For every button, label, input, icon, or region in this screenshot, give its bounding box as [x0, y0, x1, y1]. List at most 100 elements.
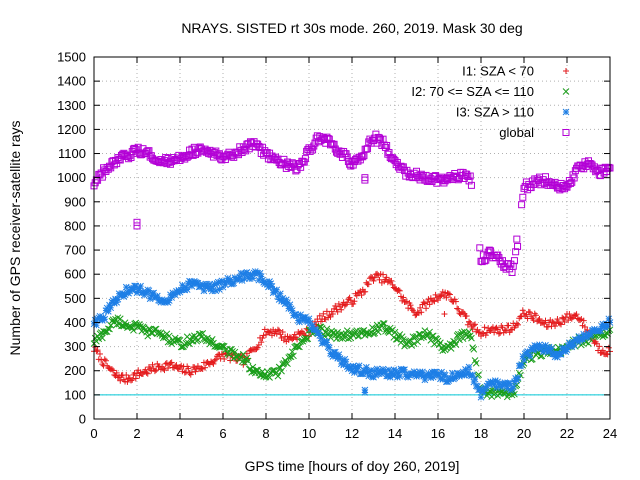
- data-point: [395, 287, 402, 294]
- marker-stroke: [109, 316, 117, 324]
- data-point: [180, 153, 188, 161]
- data-point: [106, 162, 114, 170]
- data-point: [350, 300, 357, 307]
- data-point: [365, 281, 372, 288]
- data-point: [475, 329, 482, 336]
- marker-stroke: [194, 336, 202, 344]
- data-point: [258, 339, 265, 346]
- data-point: [212, 287, 220, 295]
- marker-stroke: [475, 371, 482, 378]
- data-point: [563, 346, 571, 354]
- data-point: [501, 326, 508, 333]
- data-point: [368, 273, 375, 280]
- marker-stroke: [126, 322, 134, 330]
- data-point: [294, 343, 302, 351]
- data-point: [368, 324, 376, 331]
- marker-stroke: [119, 150, 127, 158]
- data-point: [278, 367, 285, 375]
- data-point: [435, 297, 441, 304]
- data-point: [259, 335, 266, 342]
- marker-stroke: [379, 320, 387, 327]
- data-point: [249, 363, 257, 371]
- data-point: [463, 313, 470, 320]
- data-point: [128, 377, 135, 384]
- marker-stroke: [182, 151, 190, 159]
- data-point: [468, 334, 475, 342]
- marker-stroke: [150, 289, 158, 297]
- data-point: [418, 309, 425, 316]
- data-point: [347, 297, 354, 304]
- marker-stroke: [471, 375, 479, 383]
- data-point: [98, 356, 105, 363]
- data-point: [221, 355, 228, 362]
- marker-stroke: [466, 332, 474, 339]
- data-point: [115, 155, 123, 163]
- marker-stroke: [104, 325, 112, 333]
- marker-stroke: [585, 340, 592, 347]
- marker-stroke: [115, 320, 123, 328]
- data-point: [443, 294, 450, 301]
- marker-stroke: [137, 282, 144, 290]
- marker-stroke: [452, 341, 460, 348]
- data-point: [102, 357, 109, 364]
- marker-stroke: [278, 367, 285, 375]
- data-point: [268, 367, 276, 375]
- data-point: [475, 371, 482, 378]
- marker-stroke: [315, 329, 322, 337]
- marker-stroke: [106, 162, 114, 170]
- marker-stroke: [249, 275, 257, 282]
- data-point: [245, 365, 253, 373]
- data-point: [335, 300, 342, 307]
- marker-stroke: [196, 143, 204, 151]
- marker-stroke: [456, 336, 463, 344]
- data-point: [263, 331, 269, 338]
- marker-stroke: [465, 363, 473, 371]
- data-point: [99, 361, 106, 368]
- marker-stroke: [186, 340, 193, 348]
- data-point: [198, 365, 205, 372]
- data-point: [182, 369, 189, 376]
- marker-stroke: [275, 296, 283, 303]
- marker-stroke: [368, 324, 376, 331]
- data-point: [532, 312, 539, 319]
- marker-stroke: [605, 315, 613, 323]
- data-point: [452, 341, 460, 348]
- data-point: [383, 274, 390, 281]
- data-point: [445, 290, 452, 297]
- data-point: [452, 298, 459, 305]
- data-point: [559, 314, 566, 321]
- marker-stroke: [194, 279, 202, 287]
- data-point: [137, 282, 144, 290]
- data-point: [249, 275, 257, 282]
- data-point: [581, 323, 588, 330]
- data-point: [113, 369, 120, 376]
- data-point: [596, 343, 603, 350]
- data-point: [446, 291, 453, 298]
- marker-stroke: [447, 345, 455, 352]
- data-point: [142, 366, 149, 373]
- marker-stroke: [323, 339, 331, 346]
- data-point: [106, 325, 113, 333]
- data-point: [103, 163, 111, 171]
- data-point: [400, 336, 407, 343]
- data-point: [339, 334, 346, 342]
- marker-stroke: [312, 326, 320, 334]
- data-point: [274, 372, 282, 380]
- data-point: [288, 348, 296, 356]
- marker-stroke: [145, 287, 153, 295]
- data-point: [174, 336, 181, 344]
- data-point: [172, 156, 180, 164]
- marker-stroke: [229, 347, 236, 355]
- data-point: [334, 308, 341, 315]
- marker-stroke: [401, 366, 408, 374]
- marker-stroke: [276, 290, 284, 298]
- data-point: [454, 305, 461, 312]
- data-point: [96, 350, 103, 357]
- marker-stroke: [143, 148, 151, 156]
- data-point: [603, 350, 610, 357]
- data-point: [132, 375, 139, 382]
- marker-stroke: [263, 368, 271, 375]
- data-point: [110, 367, 117, 374]
- data-point: [400, 294, 407, 301]
- data-point: [244, 357, 252, 365]
